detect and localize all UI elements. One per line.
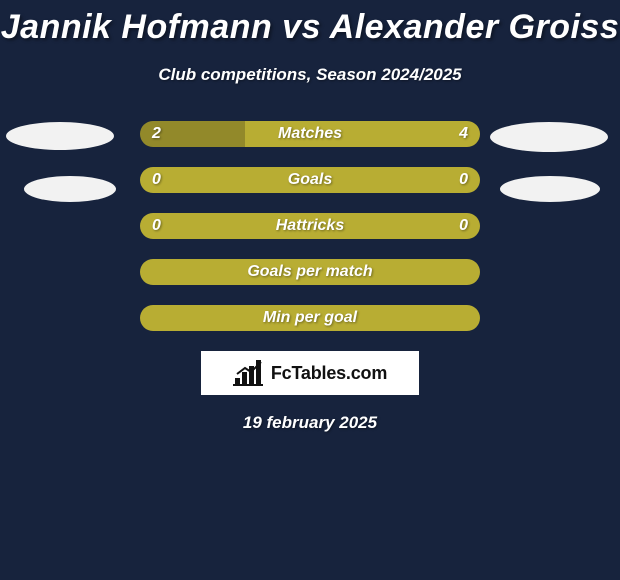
stat-value-left: 0 (152, 167, 161, 193)
stat-value-left: 2 (152, 121, 161, 147)
player-ellipse (500, 176, 600, 202)
stat-value-right: 0 (459, 167, 468, 193)
comparison-infographic: Jannik Hofmann vs Alexander Groiss Club … (0, 0, 620, 580)
stat-row: Goals per match (140, 259, 480, 285)
stat-label: Hattricks (140, 213, 480, 239)
bar-chart-icon (233, 360, 265, 386)
stat-label: Goals per match (140, 259, 480, 285)
page-title: Jannik Hofmann vs Alexander Groiss (0, 0, 620, 47)
stat-row: Min per goal (140, 305, 480, 331)
stat-value-left: 0 (152, 213, 161, 239)
date-text: 19 february 2025 (0, 413, 620, 433)
page-subtitle: Club competitions, Season 2024/2025 (0, 65, 620, 85)
player-ellipse (490, 122, 608, 152)
player-ellipse (24, 176, 116, 202)
stat-value-right: 0 (459, 213, 468, 239)
stat-row: Goals0 0 (140, 167, 480, 193)
stats-area: Matches24Goals00Hattricks00Goals per mat… (0, 121, 620, 331)
stat-label: Matches (140, 121, 480, 147)
stat-label: Goals (140, 167, 480, 193)
stat-row: Hattricks0 0 (140, 213, 480, 239)
stat-value-right: 4 (459, 121, 468, 147)
player-ellipse (6, 122, 114, 150)
stat-label: Min per goal (140, 305, 480, 331)
stat-row: Matches2 4 (140, 121, 480, 147)
fctables-logo: FcTables.com (201, 351, 419, 395)
logo-text: FcTables.com (271, 363, 387, 384)
